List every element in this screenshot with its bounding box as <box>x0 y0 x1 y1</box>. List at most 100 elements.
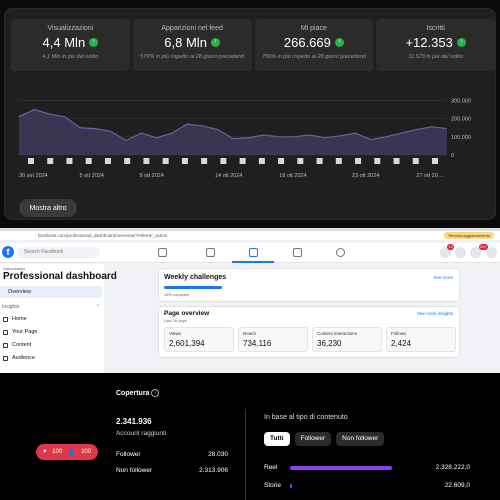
tab-non-follower[interactable]: Non follower <box>336 432 385 446</box>
notifications-icon[interactable] <box>470 247 481 258</box>
sidebar-item-overview[interactable]: Overview <box>0 286 102 298</box>
home-icon[interactable] <box>158 248 167 257</box>
sidebar-item-your-page[interactable]: Your Page <box>3 329 38 335</box>
update-button[interactable]: Termina aggiornamento <box>443 232 494 239</box>
notification-badge: 20+ <box>479 244 488 250</box>
area-fill <box>19 109 447 155</box>
facebook-nav-bar: f Search Facebook 10 20+ <box>0 243 500 263</box>
browser-address-bar[interactable]: facebook.com/professional_dashboard/over… <box>0 231 500 240</box>
analytics-card: Visualizzazioni 4,4 Mln ↑ 4,1 Mln in più… <box>4 8 496 220</box>
content-bar-stories: Storie 22.609,0 <box>264 481 470 491</box>
sidebar-item-audience[interactable]: Audience <box>3 355 35 361</box>
card-title: Weekly challenges <box>164 274 227 281</box>
menu-icon[interactable] <box>440 247 451 258</box>
video-thumbnail-icon <box>335 158 342 164</box>
metric-sub: 11.573 in più del solito <box>408 54 463 60</box>
video-thumbnail-icon <box>162 158 169 164</box>
search-input[interactable]: Search Facebook <box>16 247 100 258</box>
stat-value: 734,116 <box>243 339 272 348</box>
metric-label: Iscritti <box>426 25 445 32</box>
video-thumbnail-icon <box>220 158 227 164</box>
coverage-value: 2.341.936 <box>116 417 152 426</box>
sidebar-item-content[interactable]: Content <box>3 342 31 348</box>
bar-label: Storie <box>264 482 281 489</box>
sidebar-item-label: Overview <box>8 289 31 295</box>
flag-icon[interactable] <box>206 248 215 257</box>
avatar[interactable] <box>486 247 497 258</box>
sidebar-item-label: Audience <box>12 355 35 361</box>
row-label: Follower <box>116 451 141 458</box>
video-thumbnail-icon <box>239 158 246 164</box>
date-range: Last 28 days <box>164 318 187 323</box>
megaphone-icon[interactable] <box>293 248 302 257</box>
page-title: Professional dashboard <box>3 271 117 282</box>
chevron-up-icon: ⌃ <box>95 304 100 310</box>
metric-views[interactable]: Visualizzazioni 4,4 Mln ↑ 4,1 Mln in più… <box>11 19 130 71</box>
y-tick-label: 200.000 <box>451 117 471 123</box>
content-type-title: In base al tipo di contenuto <box>264 414 348 421</box>
coverage-title: Copertura <box>116 390 150 397</box>
show-more-button[interactable]: Mostra altro <box>19 199 77 217</box>
sidebar-section-insights[interactable]: Insights ⌃ <box>2 304 100 310</box>
x-tick-label: 23 ott 2024 <box>352 173 380 179</box>
stat-content-interactions[interactable]: Content interactions 36,230 <box>312 327 382 352</box>
sidebar-item-label: Content <box>12 342 32 348</box>
engagement-pill: ♥ 100 👤 100 <box>36 444 98 460</box>
metric-impressions[interactable]: Apparizioni nel feed 6,8 Mln ↑ 579% in p… <box>132 19 252 71</box>
video-thumbnail-icon <box>66 158 73 164</box>
metric-sub: 4,1 Mln in più del solito <box>42 54 99 60</box>
video-thumbnail-icon <box>85 158 92 164</box>
metric-subscribers[interactable]: Iscritti +12.353 ↑ 11.573 in più del sol… <box>376 19 495 71</box>
row-value: 2.313.906 <box>199 467 228 474</box>
content-bar-reel: Reel 2.328.222,0 <box>264 463 470 473</box>
stat-views[interactable]: Views 2,601,394 <box>164 327 234 352</box>
stat-reach[interactable]: Reach 734,116 <box>238 327 308 352</box>
bar-value: 2.328.222,0 <box>435 464 470 471</box>
stat-value: 36,230 <box>317 339 342 348</box>
metric-value: +12.353 <box>405 35 453 50</box>
up-arrow-icon: ↑ <box>89 38 99 47</box>
row-label: Non follower <box>116 467 153 474</box>
facebook-dashboard: facebook.com/professional_dashboard/over… <box>0 228 500 373</box>
messenger-icon[interactable] <box>455 247 466 258</box>
likes-count: 100 <box>52 449 63 455</box>
tab-follower[interactable]: Follower <box>294 432 332 446</box>
info-icon[interactable]: i <box>151 389 159 397</box>
stat-follows[interactable]: Follows 2,424 <box>386 327 456 352</box>
content-icon <box>3 342 8 348</box>
video-thumbnail-icon <box>104 158 111 164</box>
groups-icon[interactable] <box>336 248 345 257</box>
video-thumbnail-icon <box>258 158 265 164</box>
x-tick-label: 9 ott 2024 <box>139 173 163 179</box>
video-thumbnail-icon <box>412 158 419 164</box>
stat-label: Reach <box>243 331 257 336</box>
bar-fill <box>290 484 292 488</box>
video-thumbnail-icon <box>124 158 131 164</box>
dashboard-icon[interactable] <box>249 248 258 257</box>
y-tick-label: 300.000 <box>451 98 471 104</box>
stat-value: 2,601,394 <box>169 339 205 348</box>
heart-icon: ♥ <box>42 449 47 455</box>
up-arrow-icon: ↑ <box>210 38 220 47</box>
video-thumbnail-icon <box>316 158 323 164</box>
metric-likes[interactable]: Mi piace 266.669 ↑ 755% in più rispetto … <box>254 19 374 71</box>
stat-label: Views <box>169 331 181 336</box>
progress-text: 18% complete <box>164 292 190 297</box>
metric-sub: 579% in più rispetto ai 28 giorni preced… <box>140 54 245 60</box>
facebook-logo-icon[interactable]: f <box>2 246 14 258</box>
video-thumbnail-icon <box>143 158 150 164</box>
follows-count: 100 <box>81 449 92 455</box>
see-more-link[interactable]: See more <box>433 275 453 280</box>
video-thumbnail-icon <box>393 158 400 164</box>
sidebar-item-home[interactable]: Home <box>3 316 27 322</box>
tab-all[interactable]: Tutti <box>264 432 290 446</box>
video-thumbnail-icon <box>47 158 54 164</box>
coverage-subtitle: Account raggiunti <box>116 430 167 437</box>
coverage-row-follower: Follower 28.030 <box>116 451 228 458</box>
row-value: 28.030 <box>208 451 228 458</box>
y-tick-label: 0 <box>451 153 454 159</box>
url-text[interactable]: facebook.com/professional_dashboard/over… <box>38 233 168 238</box>
active-tab-indicator <box>232 261 274 263</box>
see-more-insights-link[interactable]: See more insights <box>416 311 453 316</box>
series-line <box>18 108 448 142</box>
